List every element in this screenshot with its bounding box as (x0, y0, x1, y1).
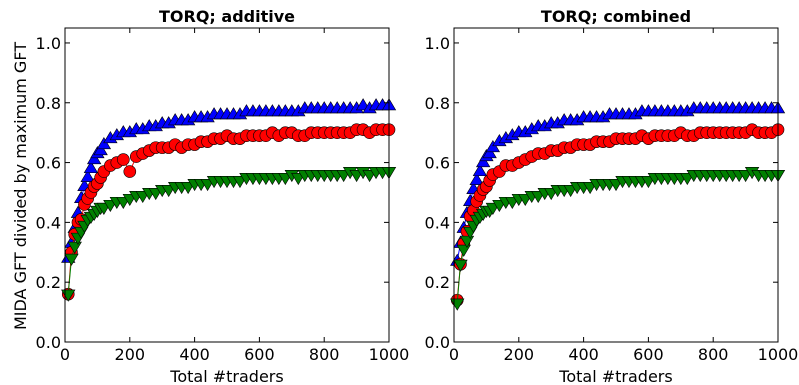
series-line (456, 170, 778, 304)
data-point (485, 140, 501, 153)
y-tick-label: 0.8 (425, 94, 450, 113)
x-tick-label: 400 (568, 345, 599, 364)
data-point (117, 153, 130, 166)
series-group (450, 101, 786, 311)
x-tick-label: 400 (179, 345, 210, 364)
data-point (96, 137, 112, 150)
x-tick-label: 1000 (369, 345, 410, 364)
x-tick-label: 1000 (758, 345, 799, 364)
data-point (453, 259, 468, 272)
data-point (450, 298, 465, 311)
data-point (64, 253, 79, 266)
y-tick-label: 0.6 (36, 154, 61, 173)
x-tick-label: 0 (449, 345, 459, 364)
series-1 (61, 123, 396, 301)
x-tick-label: 800 (698, 345, 729, 364)
y-tick-label: 0.6 (425, 154, 450, 173)
x-tick-label: 200 (504, 345, 535, 364)
y-tick-label: 0.0 (425, 333, 450, 352)
series-group (61, 98, 397, 302)
data-point (469, 172, 484, 186)
x-tick-label: 600 (244, 345, 275, 364)
series-line (456, 129, 779, 301)
y-tick-label: 0.2 (425, 273, 450, 292)
data-point (67, 241, 82, 254)
x-axis-label: Total #traders (558, 367, 672, 385)
x-axis-label: Total #traders (169, 367, 283, 385)
data-point (459, 235, 475, 248)
y-tick-label: 0.0 (36, 333, 61, 352)
x-tick-label: 200 (115, 345, 146, 364)
chart-title: TORQ; additive (159, 7, 295, 26)
chart-panel-additive: TORQ; additive Total #traders 0 200 400 600… (36, 7, 410, 385)
data-point (83, 160, 99, 174)
x-tick-label: 0 (60, 345, 70, 364)
data-point (472, 163, 488, 177)
series-line (67, 170, 389, 295)
y-tick-label: 0.4 (425, 213, 450, 232)
data-point (123, 165, 137, 178)
data-point (80, 169, 95, 183)
series-line (67, 129, 389, 295)
chart-title: TORQ; combined (541, 7, 691, 26)
y-tick-label: 0.8 (36, 94, 61, 113)
y-tick-label: 0.2 (36, 273, 61, 292)
y-tick-label: 1.0 (425, 34, 450, 53)
chart-panel-combined: TORQ; combined Total #traders 0 200 400 600… (425, 7, 799, 385)
plot-frame (453, 27, 779, 343)
x-tick-label: 600 (633, 345, 664, 364)
x-tick-label: 800 (309, 345, 340, 364)
data-point (93, 143, 108, 156)
series-2 (450, 167, 786, 311)
series-2 (61, 167, 397, 302)
series-1 (450, 123, 785, 307)
y-tick-label: 0.4 (36, 213, 61, 232)
y-tick-label: 1.0 (36, 34, 61, 53)
data-point (86, 151, 102, 165)
data-point (482, 146, 497, 159)
data-point (475, 154, 491, 168)
plot-frame (64, 27, 390, 343)
shared-y-axis-label: MIDA GFT divided by maximum GFT (11, 42, 30, 330)
data-point (456, 244, 471, 257)
